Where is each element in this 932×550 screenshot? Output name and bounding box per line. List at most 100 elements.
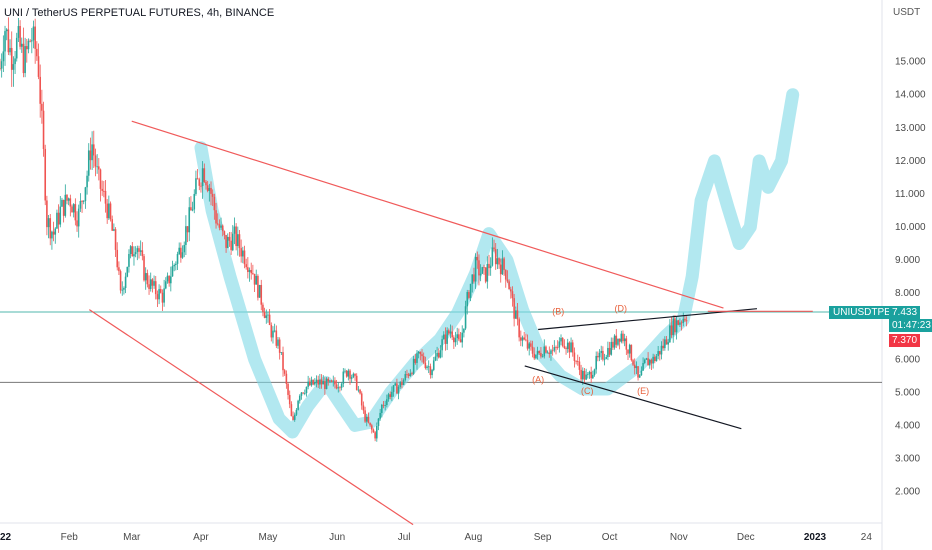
candle-body <box>312 379 314 385</box>
candle-body <box>515 310 517 319</box>
candle-body <box>215 210 217 224</box>
candle-body <box>535 354 537 359</box>
candle-body <box>421 354 423 357</box>
candle-body <box>642 363 644 371</box>
candle-body <box>0 68 1 70</box>
candle-body <box>412 358 415 374</box>
candle-body <box>320 379 323 385</box>
candle-body <box>516 310 519 320</box>
candle-body <box>344 370 346 372</box>
candle-body <box>581 370 584 380</box>
candle-body <box>607 347 609 358</box>
candle-body <box>511 291 514 299</box>
wave-label: (B) <box>552 307 564 317</box>
candle-body <box>565 348 567 350</box>
candle-body <box>404 374 407 381</box>
candle-body <box>632 360 634 365</box>
candle-body <box>625 338 628 350</box>
candle-body <box>52 231 55 235</box>
candle-body <box>525 339 527 341</box>
candle-body <box>491 247 494 266</box>
candle-body <box>555 347 557 348</box>
candle-body <box>243 250 246 265</box>
candle-body <box>180 247 182 258</box>
x-tick-label: Feb <box>61 532 79 543</box>
candle-body <box>481 267 484 274</box>
candle-body <box>571 342 574 353</box>
x-tick-label: Jun <box>329 532 345 543</box>
candle-body <box>419 351 422 355</box>
candle-body <box>203 168 206 182</box>
candle-body <box>173 264 175 267</box>
candle-body <box>461 332 464 343</box>
candle-body <box>587 374 589 376</box>
candle-body <box>471 274 474 284</box>
x-tick-label: Mar <box>123 532 141 543</box>
candle-body <box>195 178 197 194</box>
candle-body <box>292 416 294 420</box>
candle-body <box>585 374 587 380</box>
candle-body <box>379 412 381 419</box>
candle-body <box>630 344 633 361</box>
candle-body <box>267 314 269 316</box>
candle-body <box>76 220 78 227</box>
candle-body <box>119 271 122 291</box>
low-price-tag: 7.370 <box>889 334 921 347</box>
candle-body <box>628 344 631 354</box>
candle-body <box>545 346 547 353</box>
candle-body <box>479 273 482 276</box>
candle-body <box>54 228 57 235</box>
candle-body <box>86 175 88 188</box>
candle-body <box>191 209 194 211</box>
candle-body <box>442 334 445 340</box>
candle-body <box>553 347 556 351</box>
candle-body <box>640 370 643 376</box>
candle-body <box>645 358 648 360</box>
candle-body <box>402 380 405 386</box>
candle-body <box>530 343 532 347</box>
x-tick-label: 2023 <box>804 532 827 543</box>
candle-body <box>245 264 247 268</box>
candle-body <box>667 342 669 345</box>
projection-highlight-path <box>194 88 800 439</box>
candle-body <box>255 275 258 285</box>
candle-body <box>329 380 331 382</box>
candle-body <box>427 366 430 368</box>
candle-body <box>22 43 25 74</box>
y-tick-label: 12.000 <box>895 156 926 167</box>
candle-body <box>446 330 448 344</box>
candle-body <box>513 298 515 319</box>
candle-body <box>494 249 497 265</box>
candle-body <box>456 334 458 339</box>
candle-body <box>233 226 236 234</box>
candle-body <box>444 334 447 344</box>
candle-body <box>56 212 58 229</box>
candle-body <box>391 391 393 397</box>
candle-body <box>376 425 378 439</box>
candle-body <box>662 345 664 349</box>
candle-body <box>226 236 229 248</box>
candle-body <box>451 331 453 338</box>
candle-body <box>237 234 239 247</box>
candle-body <box>392 385 395 392</box>
candle-body <box>679 322 681 325</box>
candle-body <box>665 339 668 345</box>
y-tick-label: 8.000 <box>895 288 920 299</box>
candle-body <box>655 356 658 362</box>
candle-body <box>151 279 154 286</box>
candle-body <box>334 380 336 385</box>
candle-body <box>595 355 597 370</box>
candle-body <box>381 404 383 413</box>
price-unit-label: USDT <box>893 7 921 18</box>
y-tick-label: 9.000 <box>895 255 920 266</box>
candle-body <box>670 325 673 336</box>
x-tick-label: Nov <box>670 532 688 543</box>
candle-body <box>396 383 398 394</box>
candle-body <box>89 150 92 161</box>
candle-body <box>302 392 304 394</box>
candle-body <box>454 338 457 343</box>
candle-body <box>563 345 566 349</box>
candle-body <box>592 374 594 379</box>
candle-body <box>357 389 360 391</box>
